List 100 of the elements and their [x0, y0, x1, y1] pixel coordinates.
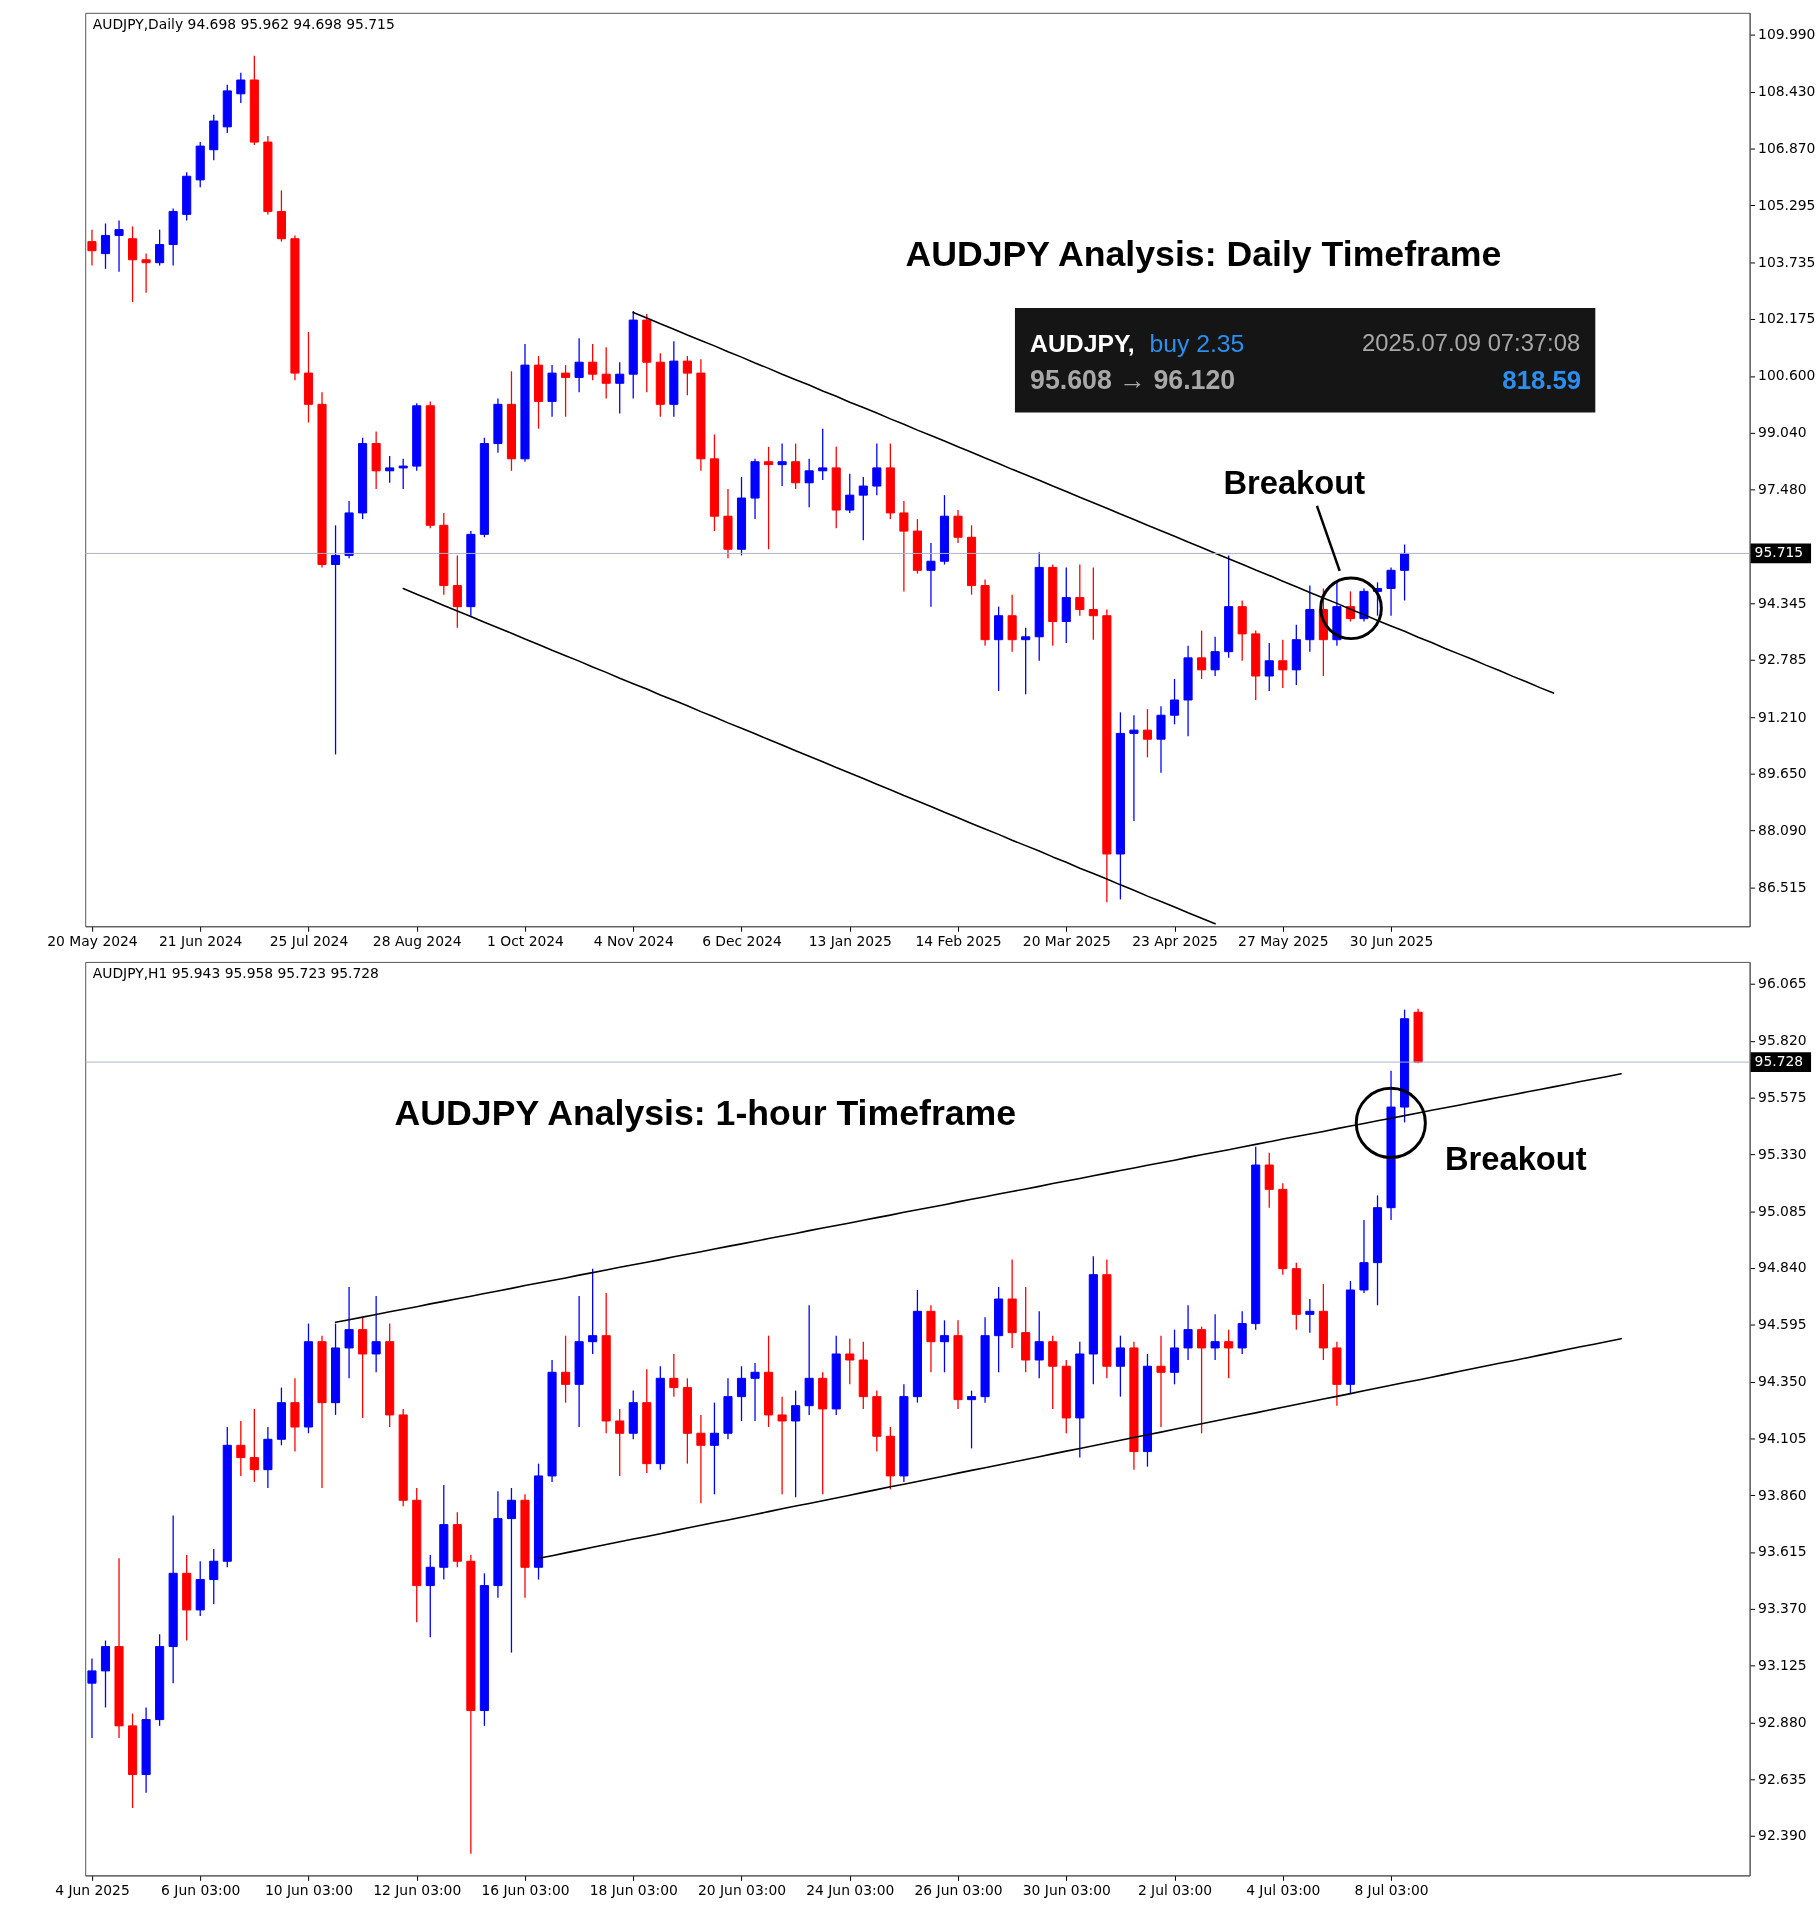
candlestick: [601, 346, 611, 400]
x-tick-label: 8 Jul 03:00: [1354, 1881, 1429, 1898]
candlestick: [791, 442, 801, 490]
annotation: Breakout: [1444, 1140, 1587, 1178]
candlestick: [1386, 566, 1396, 617]
x-tick-label: 20 Mar 2025: [1022, 932, 1111, 949]
candlestick: [872, 442, 882, 496]
y-tick-label: 95.575: [1758, 1089, 1807, 1106]
candlestick: [777, 442, 787, 487]
y-tick-label: 93.125: [1758, 1657, 1807, 1674]
candlestick: [114, 219, 124, 273]
annotation: AUDJPY,H1 95.943 95.958 95.723 95.728: [92, 964, 379, 981]
x-tick-label: 28 Aug 2024: [372, 932, 462, 949]
candlestick: [1197, 1325, 1207, 1434]
x-tick-label: 6 Dec 2024: [702, 932, 783, 949]
candlestick: [330, 524, 341, 756]
candlestick: [87, 228, 97, 267]
candlestick: [1075, 563, 1085, 617]
candlestick: [209, 1548, 219, 1605]
y-tick-label: 109.990: [1758, 26, 1816, 43]
annotation: Breakout: [1223, 464, 1366, 502]
x-tick-label: 30 Jun 2025: [1349, 932, 1434, 949]
candlestick: [777, 1395, 787, 1495]
candlestick: [1169, 678, 1180, 725]
y-tick-label: 95.820: [1758, 1032, 1807, 1049]
x-tick-label: 18 Jun 03:00: [589, 1881, 678, 1898]
x-tick-label: 24 Jun 03:00: [806, 1881, 895, 1898]
candlestick: [1156, 705, 1166, 774]
candlestick: [1305, 1298, 1315, 1334]
ref-line-label: 95.715: [1754, 544, 1804, 561]
candlestick: [141, 252, 151, 294]
candlestick: [1224, 1328, 1234, 1379]
annotation: AUDJPY,: [1030, 330, 1135, 358]
candlestick: [1021, 627, 1031, 695]
y-tick-label: 99.040: [1758, 424, 1807, 441]
x-tick-label: 4 Nov 2024: [593, 932, 674, 949]
candlestick: [966, 1389, 977, 1449]
candlestick: [669, 1353, 679, 1398]
y-tick-label: 86.515: [1758, 879, 1807, 896]
x-tick-label: 10 Jun 03:00: [264, 1881, 353, 1898]
x-tick-label: 26 Jun 03:00: [914, 1881, 1003, 1898]
y-tick-label: 93.615: [1758, 1543, 1807, 1560]
y-tick-label: 92.390: [1758, 1827, 1807, 1844]
line-series: [402, 587, 1216, 925]
candlestick: [845, 473, 855, 514]
x-tick-label: 25 Jul 2024: [269, 932, 349, 949]
candlestick: [994, 605, 1004, 692]
candlestick: [791, 1389, 801, 1498]
candlestick: [344, 1286, 354, 1379]
x-tick-label: 20 Jun 03:00: [697, 1881, 787, 1898]
candlestick: [750, 1362, 760, 1422]
candlestick: [682, 355, 692, 396]
candlestick: [1061, 566, 1071, 644]
x-tick-label: 16 Jun 03:00: [481, 1881, 570, 1898]
candlestick: [1129, 714, 1139, 822]
candlestick: [588, 1268, 598, 1355]
candlestick: [764, 446, 774, 550]
candlestick: [1264, 642, 1274, 692]
candlestick: [858, 476, 868, 541]
candlestick: [899, 500, 909, 593]
candlestick: [425, 1554, 435, 1638]
candlestick: [1156, 1335, 1166, 1428]
y-tick-label: 94.105: [1758, 1429, 1807, 1446]
y-tick-label: 93.370: [1758, 1600, 1807, 1617]
candlestick: [561, 364, 571, 418]
candlestick: [1210, 1313, 1220, 1361]
candlestick: [236, 72, 246, 104]
candlestick: [574, 337, 584, 393]
candlestick: [804, 458, 814, 508]
candlestick: [1210, 636, 1220, 677]
candlestick: [506, 1487, 517, 1654]
y-tick-label: 93.860: [1758, 1486, 1807, 1503]
y-tick-label: 95.330: [1758, 1145, 1807, 1162]
y-tick-label: 95.085: [1758, 1202, 1807, 1219]
y-tick-label: 100.600: [1758, 367, 1816, 384]
candlestick: [696, 1414, 706, 1504]
y-tick-label: 97.480: [1758, 480, 1807, 497]
line-series: [537, 1337, 1622, 1560]
y-tick-label: 94.350: [1758, 1373, 1807, 1390]
annotation: 818.59: [1502, 365, 1582, 394]
candlestick: [1183, 1304, 1193, 1361]
candlestick: [615, 1408, 625, 1477]
candlestick: [818, 428, 828, 481]
x-tick-label: 27 May 2025: [1238, 932, 1329, 949]
y-tick-label: 88.090: [1758, 821, 1807, 838]
candlestick: [939, 1319, 950, 1373]
candlestick: [588, 343, 598, 382]
x-tick-label: 30 Jun 03:00: [1022, 1881, 1111, 1898]
candlestick: [87, 1657, 97, 1739]
candlestick: [1007, 594, 1017, 653]
y-tick-label: 105.295: [1758, 196, 1816, 213]
x-tick-label: 14 Feb 2025: [915, 932, 1002, 949]
y-tick-label: 96.065: [1758, 975, 1807, 992]
candlestick: [236, 1420, 246, 1477]
x-tick-label: 12 Jun 03:00: [373, 1881, 462, 1898]
annotation: AUDJPY,Daily 94.698 95.962 94.698 95.715: [92, 15, 395, 32]
y-tick-label: 92.785: [1758, 651, 1807, 668]
text: AUDJPY Analysis: 1-hour Timeframe: [394, 1092, 1017, 1133]
candlestick: [1197, 629, 1207, 680]
candlestick: [1278, 639, 1288, 689]
